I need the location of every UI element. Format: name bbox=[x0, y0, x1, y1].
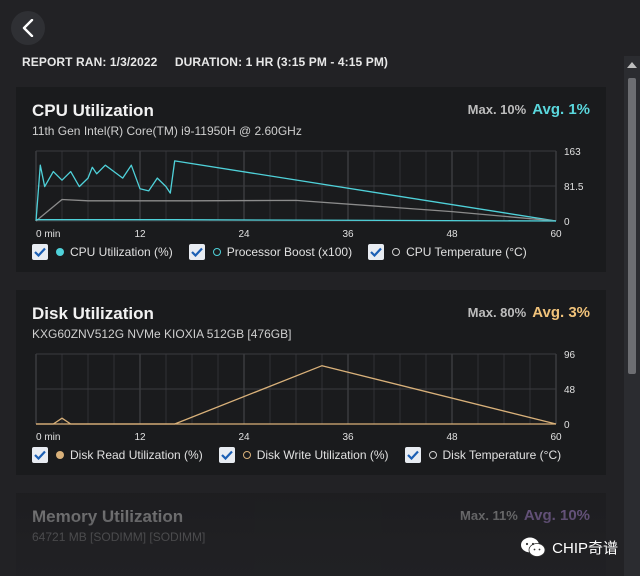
x-tick-label: 60 bbox=[550, 229, 562, 240]
legend-label: CPU Utilization (%) bbox=[70, 245, 173, 259]
card-title: CPU Utilization bbox=[32, 101, 154, 120]
y-tick-label: 0 bbox=[564, 420, 570, 431]
chevron-left-icon bbox=[22, 19, 34, 37]
legend-label: Disk Write Utilization (%) bbox=[256, 448, 389, 462]
scroll-up-arrow-icon[interactable] bbox=[627, 62, 637, 68]
cpu-chart: 163 81.5 0 0 min 12 24 36 48 60 bbox=[35, 147, 584, 240]
stat-max: Max. 80% bbox=[467, 305, 527, 320]
card-title: Memory Utilization bbox=[32, 507, 184, 526]
x-tick-label: 36 bbox=[342, 432, 354, 443]
x-tick-label: 24 bbox=[238, 432, 250, 443]
cpu-stats: Max. 10% Avg. 1% bbox=[468, 101, 590, 118]
legend-disk-read[interactable]: Disk Read Utilization (%) bbox=[32, 447, 203, 463]
disk-chart: 96 48 0 0 min 12 24 36 48 60 bbox=[35, 350, 576, 443]
legend-cpu-utilization[interactable]: CPU Utilization (%) bbox=[32, 244, 173, 260]
series-line bbox=[35, 160, 557, 222]
legend-label: Processor Boost (x100) bbox=[226, 245, 353, 259]
x-tick-label: 36 bbox=[342, 229, 354, 240]
back-button[interactable] bbox=[11, 11, 45, 45]
checkbox-checked-icon[interactable] bbox=[188, 244, 205, 260]
series-line bbox=[35, 198, 557, 222]
memory-stats: Max. 11% Avg. 10% bbox=[460, 507, 590, 524]
x-tick-label: 12 bbox=[134, 432, 146, 443]
cpu-card: CPU Utilization 11th Gen Intel(R) Core(T… bbox=[16, 87, 606, 272]
x-tick-label: 0 min bbox=[36, 229, 60, 240]
x-tick-label: 24 bbox=[238, 229, 250, 240]
y-tick-label: 48 bbox=[564, 385, 576, 396]
ring-icon bbox=[212, 248, 221, 256]
legend-disk-temperature[interactable]: Disk Temperature (°C) bbox=[404, 447, 562, 463]
memory-card: Memory Utilization 64721 MB [SODIMM] [SO… bbox=[16, 493, 606, 576]
x-tick-label: 48 bbox=[446, 432, 458, 443]
series-line bbox=[36, 219, 557, 222]
stat-max: Max. 10% bbox=[467, 102, 527, 117]
x-tick-label: 48 bbox=[446, 229, 458, 240]
y-tick-label: 96 bbox=[564, 350, 576, 361]
watermark: CHIP奇谱 bbox=[520, 536, 618, 558]
scrollbar[interactable] bbox=[624, 56, 640, 576]
wechat-logo-icon bbox=[521, 537, 546, 557]
x-tick-label: 0 min bbox=[36, 432, 60, 443]
disk-legend: Disk Read Utilization (%) Disk Write Uti… bbox=[32, 447, 577, 463]
card-subtitle: 11th Gen Intel(R) Core(TM) i9-11950H @ 2… bbox=[32, 124, 302, 138]
ring-icon bbox=[428, 451, 437, 459]
legend-disk-write[interactable]: Disk Write Utilization (%) bbox=[218, 447, 389, 463]
disk-stats: Max. 80% Avg. 3% bbox=[468, 304, 590, 321]
cpu-legend: CPU Utilization (%) Processor Boost (x10… bbox=[32, 244, 543, 260]
legend-processor-boost[interactable]: Processor Boost (x100) bbox=[188, 244, 353, 260]
ring-icon bbox=[242, 451, 251, 459]
legend-label: Disk Read Utilization (%) bbox=[70, 448, 203, 462]
legend-cpu-temperature[interactable]: CPU Temperature (°C) bbox=[368, 244, 527, 260]
report-meta: REPORT RAN: 1/3/2022 DURATION: 1 HR (3:1… bbox=[22, 55, 388, 69]
stat-max: Max. 11% bbox=[460, 508, 518, 523]
card-subtitle: 64721 MB [SODIMM] [SODIMM] bbox=[32, 530, 206, 544]
x-tick-label: 12 bbox=[134, 229, 146, 240]
stat-avg: Avg. 10% bbox=[523, 507, 590, 524]
report-ran: REPORT RAN: 1/3/2022 bbox=[22, 55, 158, 69]
checkbox-checked-icon[interactable] bbox=[32, 447, 48, 463]
x-tick-label: 60 bbox=[550, 432, 562, 443]
scrollbar-thumb[interactable] bbox=[628, 78, 636, 374]
disk-card: Disk Utilization KXG60ZNV512G NVMe KIOXI… bbox=[16, 290, 606, 475]
card-title: Disk Utilization bbox=[32, 304, 154, 323]
report-duration: DURATION: 1 HR (3:15 PM - 4:15 PM) bbox=[174, 55, 389, 69]
stat-avg: Avg. 1% bbox=[532, 101, 590, 118]
ring-icon bbox=[392, 248, 401, 256]
watermark-text: CHIP奇谱 bbox=[552, 539, 618, 557]
legend-label: CPU Temperature (°C) bbox=[406, 245, 527, 259]
y-tick-label: 81.5 bbox=[564, 182, 584, 193]
checkbox-checked-icon[interactable] bbox=[368, 244, 385, 260]
card-subtitle: KXG60ZNV512G NVMe KIOXIA 512GB [476GB] bbox=[32, 327, 292, 341]
checkbox-checked-icon[interactable] bbox=[32, 244, 48, 260]
y-tick-label: 0 bbox=[564, 217, 570, 228]
series-line bbox=[36, 365, 557, 425]
checkbox-checked-icon[interactable] bbox=[218, 447, 235, 463]
dot-icon bbox=[56, 248, 64, 256]
dot-icon bbox=[56, 451, 64, 459]
y-tick-label: 163 bbox=[564, 147, 581, 158]
checkbox-checked-icon[interactable] bbox=[404, 447, 421, 463]
stat-avg: Avg. 3% bbox=[532, 304, 590, 321]
legend-label: Disk Temperature (°C) bbox=[442, 448, 562, 462]
